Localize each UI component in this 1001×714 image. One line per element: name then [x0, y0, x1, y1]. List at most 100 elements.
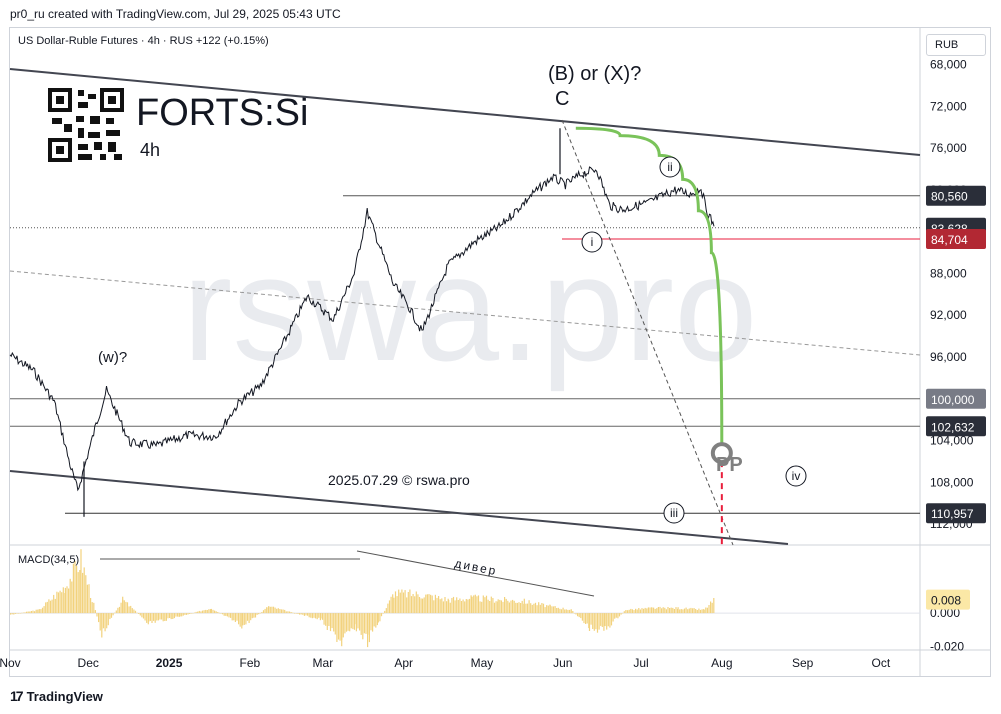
wave-label-iii: iii [670, 506, 678, 520]
macd-bar [677, 607, 679, 614]
macd-bar [513, 600, 515, 613]
macd-bar [184, 613, 186, 615]
macd-bar [583, 613, 585, 624]
macd-bar [333, 613, 335, 632]
macd-bar [16, 613, 18, 614]
macd-bar [492, 598, 494, 614]
macd-bar [185, 613, 188, 615]
chart-frame [9, 27, 991, 677]
macd-bar [497, 599, 499, 614]
macd-bar [61, 592, 63, 614]
macd-bar [91, 602, 93, 614]
macd-bar [380, 613, 383, 617]
macd-bar [612, 613, 614, 622]
macd-bar [49, 600, 52, 614]
macd-bar [420, 598, 422, 614]
time-tick-label: Jul [633, 656, 648, 670]
macd-bar [321, 613, 324, 620]
macd-bar [258, 613, 260, 615]
macd-bar [630, 608, 632, 614]
macd-bar [238, 613, 240, 625]
macd-bar [29, 611, 31, 614]
macd-bar [169, 613, 171, 618]
macd-bar [223, 613, 225, 616]
macd-bar [385, 608, 387, 614]
macd-bar [74, 560, 76, 614]
macd-bar [243, 613, 245, 625]
macd-bar [197, 611, 199, 614]
symbol-info[interactable]: US Dollar-Ruble Futures · 4h · RUS +122 … [18, 35, 269, 47]
macd-bar [280, 609, 283, 614]
macd-bar [220, 613, 222, 614]
macd-bar [549, 605, 551, 614]
macd-bar [504, 597, 506, 614]
macd-bar [396, 596, 398, 614]
wave-label-pp: PP [716, 454, 743, 476]
wave-label-iv: iv [792, 469, 801, 483]
macd-bar [559, 608, 561, 614]
macd-bar [417, 594, 419, 614]
macd-bar [490, 596, 492, 614]
currency-unit-button[interactable]: RUB [926, 34, 986, 56]
macd-bar [268, 606, 270, 614]
macd-bar [481, 601, 483, 614]
macd-bar [342, 613, 344, 638]
macd-bar [376, 613, 378, 626]
macd-bar [287, 611, 289, 614]
macd-bar [68, 588, 70, 614]
macd-bar [149, 613, 151, 621]
price-badge-label: 102,632 [931, 420, 975, 434]
macd-bar [276, 608, 278, 614]
macd-bar [388, 600, 391, 614]
macd-bar [193, 612, 196, 614]
macd-bar [239, 613, 241, 627]
price-tick-label: 88,000 [930, 266, 967, 280]
macd-bar [117, 607, 119, 614]
macd-bar [398, 589, 400, 614]
macd-bar [195, 611, 197, 614]
macd-bar [175, 613, 177, 617]
macd-bar [484, 597, 486, 614]
macd-bar [264, 608, 266, 614]
macd-bar [701, 609, 703, 614]
macd-bar [533, 603, 535, 614]
macd-bar [651, 607, 653, 614]
macd-bar [515, 602, 517, 613]
macd-bar [352, 613, 354, 630]
macd-bar [43, 606, 45, 614]
macd-bar [24, 612, 26, 614]
macd-bar [138, 613, 140, 614]
macd-bar [556, 608, 558, 614]
macd-bar [685, 607, 687, 614]
macd-bar [360, 613, 362, 635]
macd-bar [551, 606, 553, 614]
macd-bar [449, 602, 451, 614]
macd-bar [272, 606, 275, 614]
macd-bar [638, 608, 640, 614]
macd-bar [598, 613, 600, 630]
macd-bar [233, 613, 235, 621]
macd-bar [542, 603, 545, 614]
wave-label-ii-circle [659, 156, 681, 178]
macd-bar [448, 599, 450, 614]
macd-bar [302, 613, 304, 615]
macd-bar [46, 601, 48, 614]
macd-bar [693, 608, 695, 614]
macd-bar [696, 610, 698, 614]
wave-label-b-or-x: (B) or (X)? [548, 63, 641, 85]
divergence-label: дивер [453, 556, 498, 578]
macd-bar [528, 600, 530, 614]
macd-bar [173, 613, 175, 619]
macd-bar [266, 607, 268, 614]
macd-bar [523, 598, 525, 614]
macd-bar [345, 613, 348, 632]
macd-bar [259, 612, 261, 614]
macd-bar [672, 607, 674, 614]
macd-bar [90, 598, 92, 614]
time-tick-label: 2025 [156, 656, 183, 670]
macd-bar [646, 608, 648, 614]
macd-bar [641, 608, 643, 614]
macd-bar [187, 613, 189, 615]
tradingview-brand[interactable]: 17 TradingView [10, 688, 103, 704]
